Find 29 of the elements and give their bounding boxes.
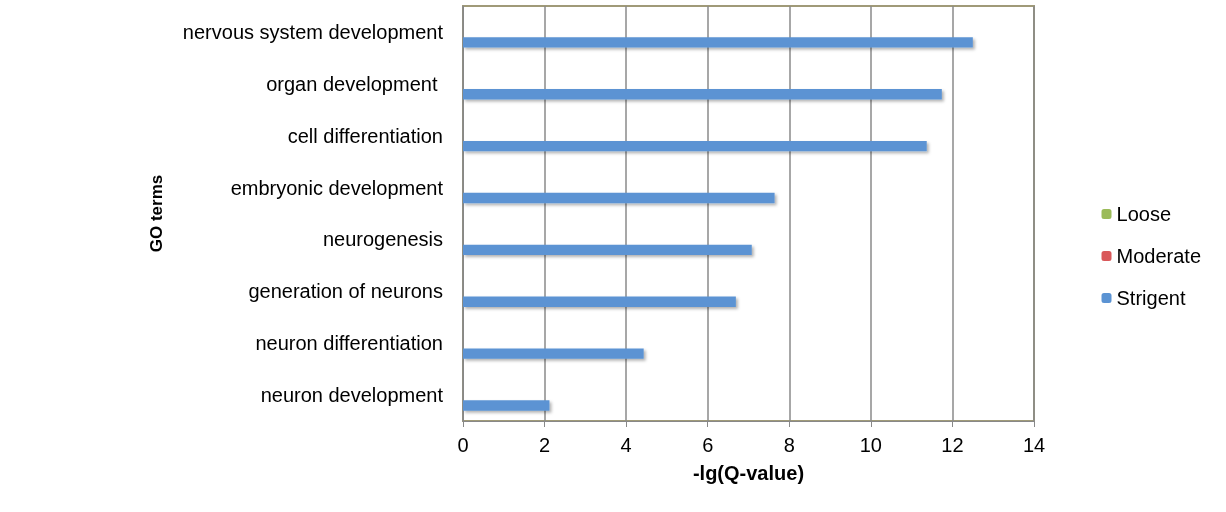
bar	[463, 192, 775, 204]
y-tick-label: generation of neurons	[248, 280, 443, 303]
bar	[463, 37, 973, 48]
y-tick-label: nervous system development	[182, 20, 444, 43]
bar	[463, 140, 927, 152]
x-tick-label: 6	[702, 434, 714, 456]
x-tick-label: 10	[859, 434, 882, 456]
y-axis-title: GO terms	[147, 174, 166, 253]
x-tick-label: 0	[457, 434, 469, 456]
y-tick-label: embryonic development	[230, 176, 444, 199]
legend-label: Moderate	[1116, 245, 1202, 267]
x-tick-label: 8	[783, 434, 795, 456]
x-tick-label: 12	[941, 434, 964, 456]
x-axis-title: -lg(Q-value)	[692, 462, 805, 484]
bar	[463, 296, 736, 307]
y-tick-label: neurogenesis	[322, 228, 443, 251]
bar	[463, 89, 942, 100]
y-tick-label: organ development	[266, 72, 443, 95]
y-tick-label: neuron development	[260, 384, 444, 407]
bar	[463, 244, 752, 255]
y-tick-label: cell differentiation	[287, 124, 443, 147]
x-tick-label: 2	[539, 434, 551, 456]
y-tick-label: neuron differentiation	[255, 332, 443, 355]
x-tick-label: 4	[620, 434, 632, 456]
x-tick-label: 14	[1022, 434, 1046, 456]
legend-label: Loose	[1116, 203, 1172, 225]
bar	[463, 348, 644, 359]
legend-label: Strigent	[1116, 287, 1186, 309]
bar	[463, 400, 550, 411]
